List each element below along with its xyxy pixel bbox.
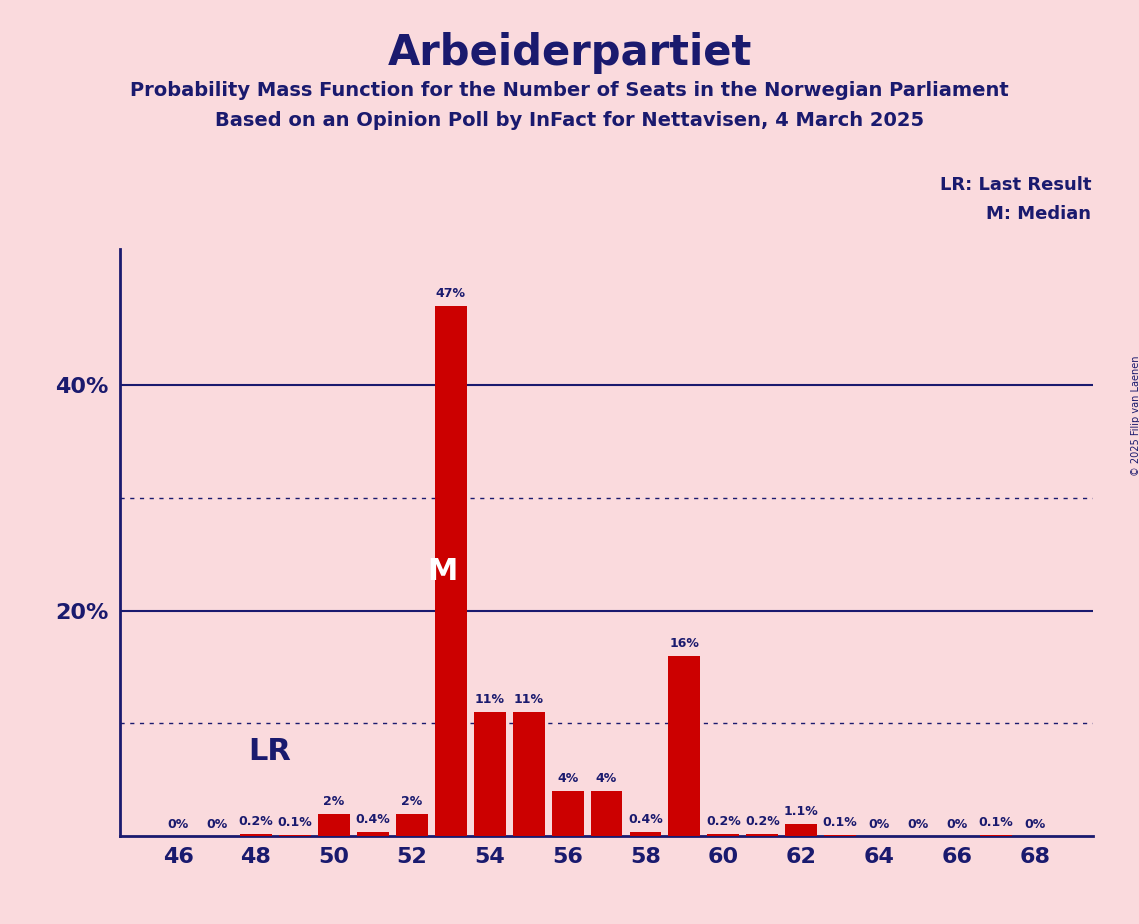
Text: M: M	[428, 556, 458, 586]
Bar	[279, 835, 311, 836]
Bar	[785, 824, 818, 836]
Text: Arbeiderpartiet: Arbeiderpartiet	[387, 32, 752, 74]
Bar	[318, 814, 350, 836]
Text: 4%: 4%	[596, 772, 617, 785]
Text: 0%: 0%	[1024, 818, 1046, 831]
Bar	[825, 835, 857, 836]
Text: 0.1%: 0.1%	[278, 817, 312, 830]
Text: LR: LR	[248, 737, 292, 766]
Bar	[474, 712, 506, 836]
Text: M: Median: M: Median	[986, 205, 1091, 223]
Text: 0%: 0%	[869, 818, 890, 831]
Text: 16%: 16%	[670, 637, 699, 650]
Text: © 2025 Filip van Laenen: © 2025 Filip van Laenen	[1131, 356, 1139, 476]
Bar	[513, 712, 544, 836]
Text: 1.1%: 1.1%	[784, 805, 819, 818]
Text: 11%: 11%	[514, 693, 543, 707]
Text: LR: Last Result: LR: Last Result	[940, 176, 1091, 193]
Text: 0.1%: 0.1%	[978, 817, 1014, 830]
Bar	[707, 834, 739, 836]
Text: 0.2%: 0.2%	[706, 815, 740, 828]
Text: 0%: 0%	[206, 818, 228, 831]
Text: Probability Mass Function for the Number of Seats in the Norwegian Parliament: Probability Mass Function for the Number…	[130, 81, 1009, 101]
Text: 4%: 4%	[557, 772, 579, 785]
Text: 0.4%: 0.4%	[355, 813, 391, 826]
Text: 2%: 2%	[401, 795, 423, 808]
Text: 0.1%: 0.1%	[822, 817, 858, 830]
Bar	[395, 814, 428, 836]
Text: 0%: 0%	[947, 818, 968, 831]
Text: 0.4%: 0.4%	[628, 813, 663, 826]
Bar	[630, 832, 662, 836]
Text: 0.2%: 0.2%	[238, 815, 273, 828]
Bar	[551, 791, 583, 836]
Bar	[435, 306, 467, 836]
Bar	[590, 791, 623, 836]
Text: 0%: 0%	[908, 818, 928, 831]
Text: 0.2%: 0.2%	[745, 815, 780, 828]
Text: 47%: 47%	[436, 287, 466, 300]
Bar	[980, 835, 1013, 836]
Bar	[746, 834, 778, 836]
Text: 0%: 0%	[167, 818, 189, 831]
Bar	[240, 834, 272, 836]
Text: Based on an Opinion Poll by InFact for Nettavisen, 4 March 2025: Based on an Opinion Poll by InFact for N…	[215, 111, 924, 130]
Text: 2%: 2%	[323, 795, 344, 808]
Bar	[357, 832, 388, 836]
Bar	[669, 656, 700, 836]
Text: 11%: 11%	[475, 693, 505, 707]
